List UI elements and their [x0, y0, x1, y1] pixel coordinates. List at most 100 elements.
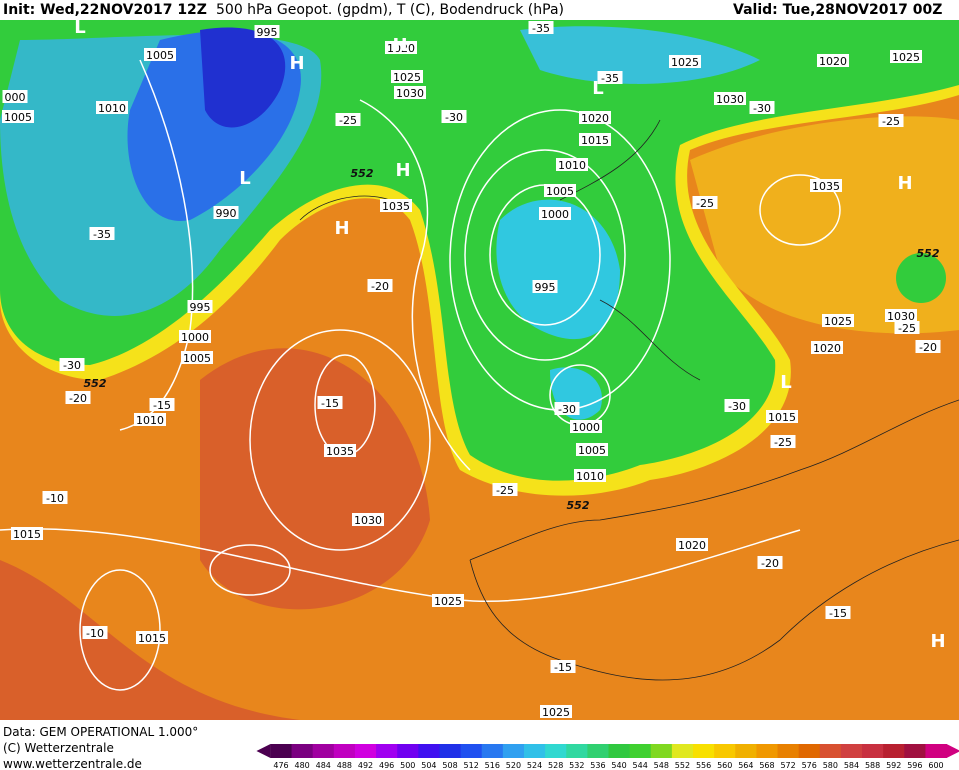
colorbar-label: 516 [485, 761, 500, 770]
label-box [89, 227, 115, 240]
label-box [317, 396, 343, 409]
isoline-label: 1025 [434, 595, 462, 608]
colorbar-label: 508 [442, 761, 457, 770]
isoline-label: -30 [558, 403, 576, 416]
trough [896, 253, 946, 303]
isoline-label: 1010 [98, 102, 126, 115]
isoline-label: 1030 [887, 310, 915, 323]
label-box [579, 111, 611, 124]
isoline-label: 1025 [892, 51, 920, 64]
colorbar-label: 592 [886, 761, 901, 770]
colorbar-label: 512 [464, 761, 479, 770]
label-box [544, 184, 576, 197]
isoline-label: 1015 [768, 411, 796, 424]
isoline-label: -20 [371, 280, 389, 293]
isoline-label: -30 [63, 359, 81, 372]
isoline-label: -25 [496, 484, 514, 497]
valid-time: Valid: Tue,28NOV2017 00Z [733, 2, 942, 18]
label-box [692, 196, 718, 209]
colorbar-swatch [523, 744, 546, 758]
isoline-label: 995 [535, 281, 556, 294]
isoline-label: -25 [774, 436, 792, 449]
label-box [134, 413, 166, 426]
label-box [570, 420, 602, 433]
label-box [432, 594, 464, 607]
colorbar-swatch [693, 744, 715, 758]
isoline-label: 995 [190, 301, 211, 314]
isoline-label: -25 [339, 114, 357, 127]
colorbar-swatch [883, 744, 905, 758]
isoline-label: 1010 [558, 159, 586, 172]
colorbar-swatch [714, 744, 736, 758]
label-box [96, 101, 128, 114]
isoline-label: 1010 [576, 470, 604, 483]
label-box [492, 483, 518, 496]
label-box [556, 158, 588, 171]
isoline-label: -30 [728, 400, 746, 413]
colorbar-label: 584 [844, 761, 859, 770]
pressure-center: L [592, 78, 603, 99]
pressure-center: L [780, 372, 791, 393]
colorbar-swatch [819, 744, 842, 758]
label-box [724, 399, 750, 412]
colorbar-label: 476 [273, 761, 288, 770]
isoline-label: 1020 [819, 55, 847, 68]
colorbar-swatch [629, 744, 652, 758]
isoline-label: -15 [554, 661, 572, 674]
isoline-label: 1035 [326, 445, 354, 458]
label-box [810, 179, 842, 192]
colorbar-swatch [418, 744, 440, 758]
isoline-label: 1005 [4, 111, 32, 124]
product: 500 hPa Geopot. (gpdm), T (C), Bodendruc… [216, 2, 564, 18]
pressure-center: H [930, 631, 945, 652]
isoline-label: 1025 [824, 315, 852, 328]
label-box [766, 410, 798, 423]
label-box [380, 199, 412, 212]
isoline-label: 1020 [813, 342, 841, 355]
isoline-label: 1030 [716, 93, 744, 106]
isoline-label: 1000 [181, 331, 209, 344]
colorbar-swatch [587, 744, 609, 758]
label-box [59, 358, 85, 371]
label-box [597, 71, 623, 84]
colorbar-label: 480 [294, 761, 309, 770]
pressure-center: H [395, 160, 410, 181]
label-box [811, 341, 843, 354]
isoline-label: 1000 [572, 421, 600, 434]
label-box [2, 90, 28, 103]
colorbar-swatch [650, 744, 673, 758]
label-box [335, 113, 361, 126]
isoline-label: -25 [696, 197, 714, 210]
isoline-label: -20 [919, 341, 937, 354]
isoline-label: -20 [69, 392, 87, 405]
colorbar-label: 544 [633, 761, 648, 770]
label-box [394, 86, 426, 99]
label-box [149, 398, 175, 411]
contour-552: 552 [351, 167, 374, 180]
contour-552: 552 [917, 247, 940, 260]
colorbar-label: 484 [316, 761, 331, 770]
isoline-label: -25 [898, 322, 916, 335]
label-box [181, 351, 213, 364]
copyright: (C) Wetterzentrale [3, 741, 114, 755]
init-time: Init: Wed,22NOV2017 12Z [3, 2, 207, 18]
pressure-center: H [392, 35, 407, 56]
label-box [540, 705, 572, 718]
label-box [579, 133, 611, 146]
isoline-label: 1020 [678, 539, 706, 552]
pressure-center: L [239, 168, 250, 189]
label-box [885, 309, 917, 322]
label-box [136, 631, 168, 644]
isoline-label: -20 [761, 557, 779, 570]
label-box [385, 41, 417, 54]
coastlines [299, 119, 959, 681]
label-box [441, 110, 467, 123]
colorbar-label: 568 [759, 761, 774, 770]
isoline-label: 1015 [581, 134, 609, 147]
isoline-label: -15 [321, 397, 339, 410]
colorbar-swatch [862, 744, 884, 758]
label-box [254, 25, 280, 38]
label-box [894, 321, 920, 334]
label-box [391, 70, 423, 83]
url: www.wetterzentrale.de [3, 757, 142, 770]
